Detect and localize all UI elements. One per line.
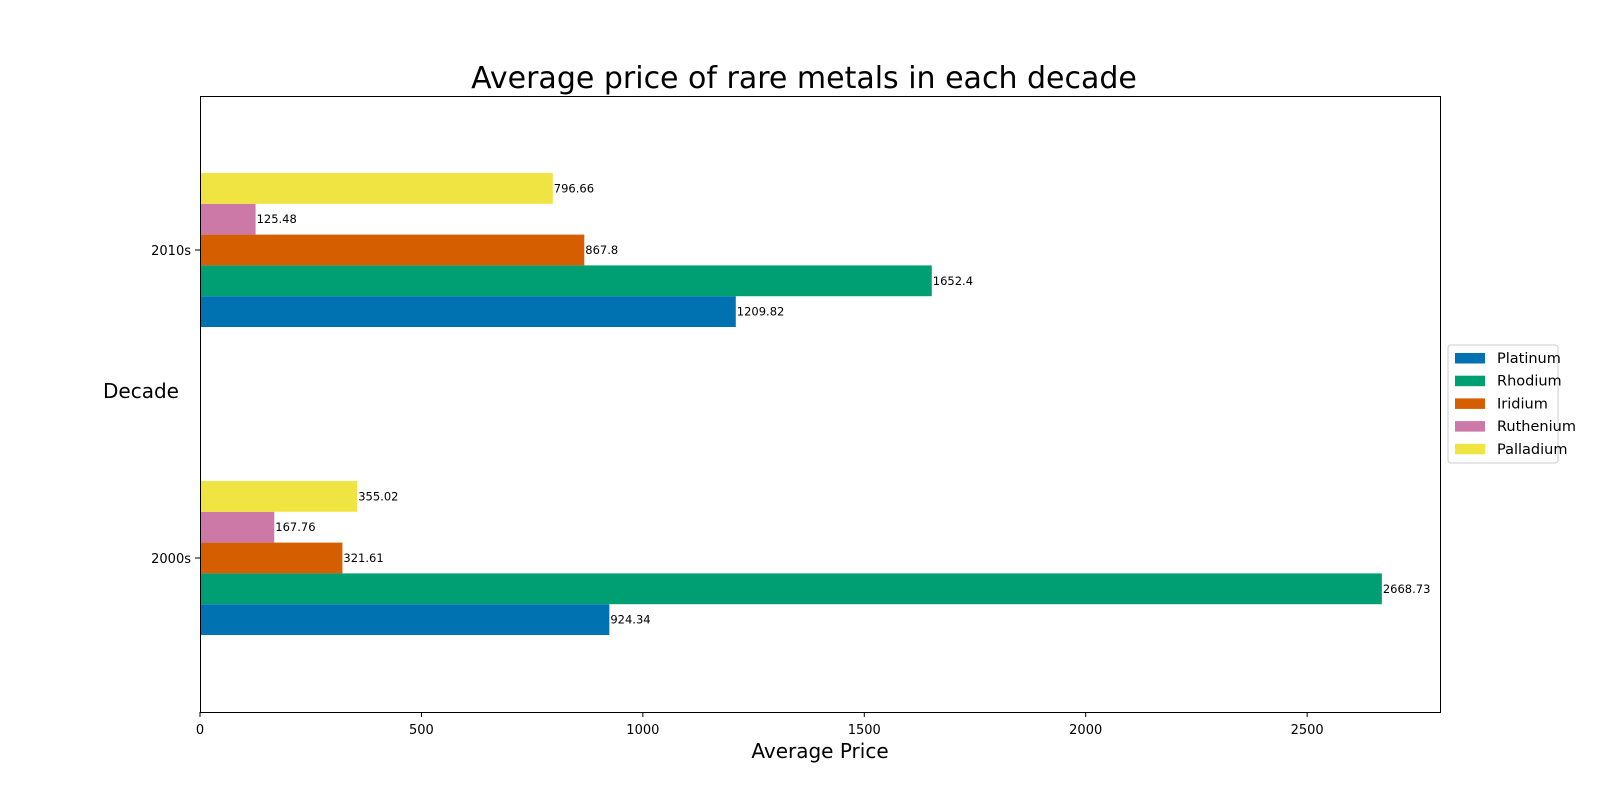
legend-box [1447, 344, 1559, 464]
data-label-platinum-2000s: 924.34 [610, 613, 650, 627]
legend-swatch-platinum [1455, 353, 1485, 364]
bar-iridium-2000s [200, 542, 343, 574]
bar-palladium-2010s [200, 173, 553, 204]
bar-platinum-2000s [200, 604, 610, 635]
bar-ruthenium-2010s [200, 203, 256, 235]
y-tick-label-2000s: 2000s [151, 552, 191, 567]
bar-iridium-2010s [200, 234, 585, 266]
bar-platinum-2010s [200, 296, 736, 327]
bar-rhodium-2010s [200, 265, 932, 297]
data-label-platinum-2010s: 1209.82 [737, 305, 785, 319]
data-label-palladium-2000s: 355.02 [358, 489, 398, 503]
legend: Platinum Rhodium Iridium Ruthenium Palladium [1447, 344, 1576, 464]
bars-group [200, 173, 1382, 635]
legend-label-palladium: Palladium [1497, 442, 1567, 458]
plot-frame [200, 96, 1441, 713]
x-tick-label: 500 [409, 723, 434, 738]
x-tick-label: 1500 [848, 723, 881, 738]
x-tick-label: 2500 [1291, 723, 1324, 738]
y-tick-label-2010s: 2010s [151, 244, 191, 259]
data-label-rhodium-2010s: 1652.4 [933, 274, 973, 288]
x-tick-label: 1000 [626, 723, 659, 738]
data-label-iridium-2000s: 321.61 [343, 551, 383, 565]
x-axis-ticks: 0 500 1000 1500 2000 2500 [196, 712, 1324, 738]
chart-title: Average price of rare metals in each dec… [471, 61, 1137, 96]
bar-ruthenium-2000s [200, 511, 275, 543]
data-label-rhodium-2000s: 2668.73 [1383, 582, 1431, 596]
legend-swatch-palladium [1455, 443, 1485, 455]
x-tick-label: 2000 [1069, 723, 1102, 738]
legend-swatch-ruthenium [1455, 421, 1485, 432]
legend-label-rhodium: Rhodium [1497, 374, 1562, 390]
x-axis-label: Average Price [751, 739, 888, 763]
y-axis-ticks: 2000s 2010s [151, 244, 200, 567]
data-label-iridium-2010s: 867.8 [585, 243, 618, 257]
data-label-palladium-2010s: 796.66 [554, 181, 594, 195]
legend-swatch-rhodium [1455, 375, 1485, 387]
bar-rhodium-2000s [200, 573, 1382, 605]
legend-label-platinum: Platinum [1497, 351, 1561, 367]
y-axis-label: Decade [103, 379, 179, 403]
legend-label-iridium: Iridium [1497, 396, 1548, 412]
bar-palladium-2000s [200, 481, 358, 512]
legend-swatch-iridium [1455, 398, 1485, 409]
data-labels-group: 924.34 2668.73 321.61 167.76 355.02 1209.82 16… [257, 181, 1431, 626]
data-label-ruthenium-2010s: 125.48 [257, 212, 297, 226]
data-label-ruthenium-2000s: 167.76 [275, 520, 315, 534]
x-tick-label: 0 [196, 723, 204, 738]
legend-label-ruthenium: Ruthenium [1497, 419, 1576, 435]
